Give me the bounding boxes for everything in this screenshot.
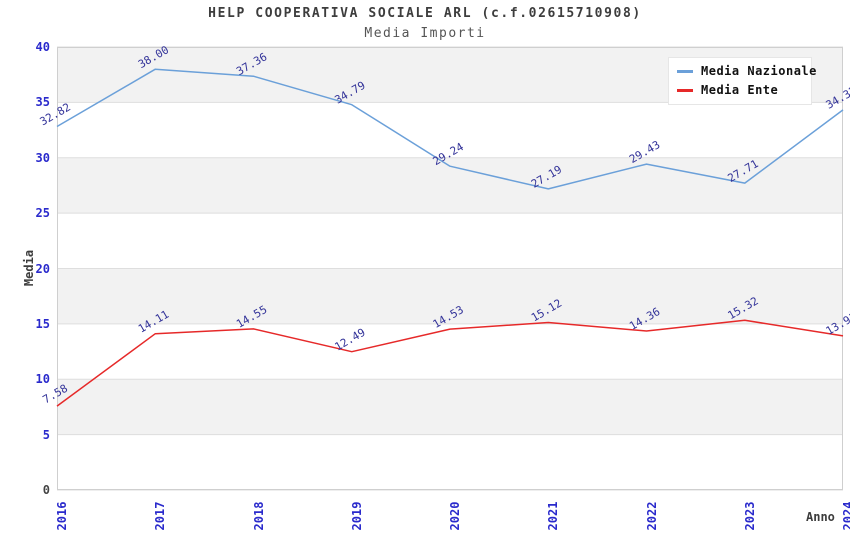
y-tick-label: 20 [35, 262, 50, 276]
x-tick-label: 2020 [448, 501, 462, 531]
legend-swatch-media-ente [677, 88, 693, 92]
y-tick-label: 5 [42, 428, 50, 442]
y-tick-label: 30 [35, 151, 50, 165]
y-tick-label: 15 [35, 317, 50, 331]
chart-subtitle: Media Importi [364, 26, 486, 41]
x-tick-label: 2023 [743, 501, 757, 531]
y-tick-label: 35 [35, 95, 50, 109]
legend-item-media-nazionale: Media Nazionale [677, 64, 816, 78]
media-ente-line [56, 319, 844, 407]
media-nazionale-line [56, 68, 844, 190]
x-tick-label: 2021 [546, 501, 560, 531]
band [57, 379, 843, 435]
band [57, 102, 843, 158]
band [57, 323, 843, 380]
legend-item-media-ente: Media Ente [677, 83, 803, 97]
band [57, 157, 843, 214]
x-tick-label: 2016 [55, 501, 69, 531]
x-tick-label: 2024 [841, 501, 850, 531]
x-axis-title: Anno [806, 510, 835, 524]
legend-swatch-media-nazionale [677, 69, 693, 73]
legend: Media Nazionale Media Ente [668, 57, 816, 105]
x-tick-label: 2022 [645, 501, 659, 531]
x-tick-label: 2019 [350, 501, 364, 531]
y-tick-label: 40 [35, 40, 50, 54]
x-tick-label: 2018 [252, 501, 266, 531]
y-tick-label: 0 [42, 483, 50, 497]
band [57, 213, 843, 269]
chart-title: HELP COOPERATIVA SOCIALE ARL (c.f.026157… [208, 6, 642, 21]
y-tick-label: 25 [35, 206, 50, 220]
plot-border [57, 47, 843, 490]
band [57, 268, 843, 324]
band [57, 434, 843, 490]
plot-area: 32.82 38.00 37.36 34.79 29.24 27.19 29.43 27.71… [38, 43, 850, 491]
legend-label: Media Nazionale [701, 64, 817, 78]
y-tick-label: 10 [35, 372, 50, 386]
x-tick-label: 2017 [153, 501, 167, 531]
legend-label: Media Ente [701, 83, 779, 97]
